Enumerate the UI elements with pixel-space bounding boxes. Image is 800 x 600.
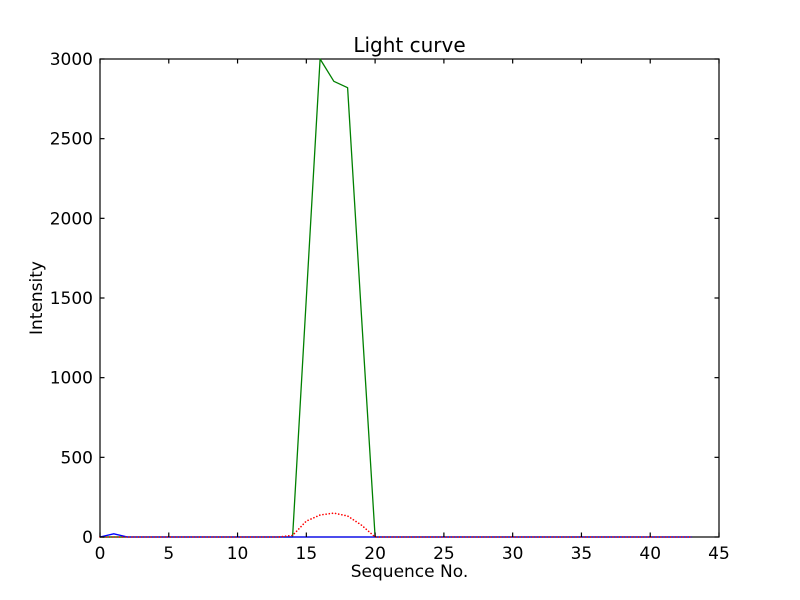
- plot-frame: [99, 58, 720, 538]
- x-tick-label: 20: [364, 544, 386, 564]
- x-tick-label: 40: [639, 544, 661, 564]
- x-tick-label: 35: [571, 544, 593, 564]
- x-tick-label: 10: [227, 544, 249, 564]
- x-tick-label: 5: [163, 544, 174, 564]
- series-red-dotted-line: [99, 512, 693, 538]
- y-axis-label: Intensity: [27, 261, 47, 335]
- y-tick-label: 3000: [50, 50, 93, 70]
- y-tick-label: 2500: [50, 130, 93, 150]
- y-tick-label: 2000: [50, 209, 93, 229]
- x-tick-label: 0: [95, 544, 106, 564]
- x-tick-label: 25: [433, 544, 455, 564]
- tick-labels-group: 0 5 10 15 20 25 30 35 40 45 0 500 1000 1500 2000 2500 30…: [50, 50, 730, 564]
- ticks-group: [99, 58, 720, 538]
- x-tick-label: 45: [708, 544, 730, 564]
- y-tick-label: 1000: [50, 369, 93, 389]
- series-group: [99, 58, 693, 538]
- y-tick-label: 0: [82, 528, 93, 548]
- y-tick-label: 1500: [50, 289, 93, 309]
- chart-title: Light curve: [353, 33, 466, 57]
- y-tick-label: 500: [61, 448, 93, 468]
- series-green-solid-line: [100, 58, 692, 538]
- x-tick-label: 30: [502, 544, 524, 564]
- x-tick-label: 15: [296, 544, 318, 564]
- x-axis-label: Sequence No.: [350, 562, 469, 582]
